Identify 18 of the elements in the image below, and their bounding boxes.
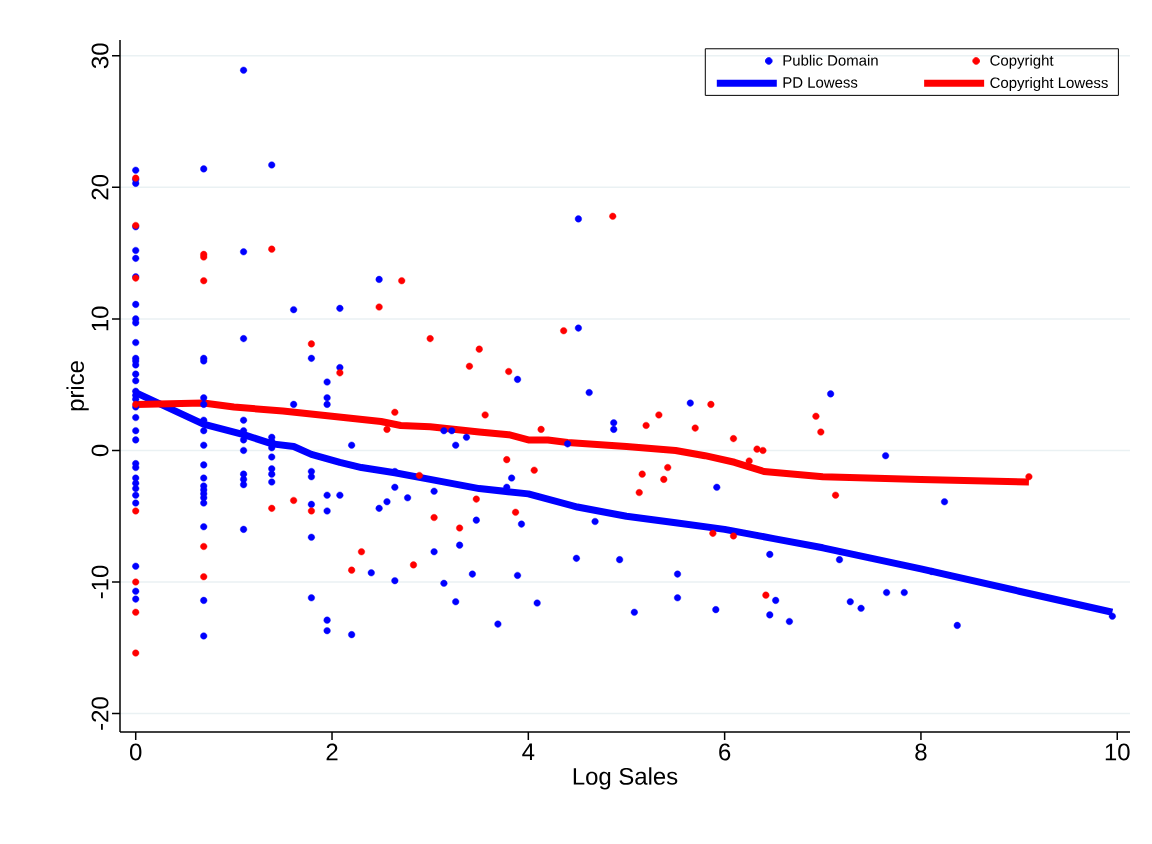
x-tick-label: 0 xyxy=(130,743,142,761)
x-axis-title: Log Sales xyxy=(573,767,678,790)
y-tick-label: 0 xyxy=(91,444,109,457)
legend-label: Copyright Lowess xyxy=(990,77,1108,91)
x-tick-label: 4 xyxy=(522,743,535,760)
x-tick-label: 6 xyxy=(719,743,731,761)
x-tick-label: 8 xyxy=(915,743,927,761)
y-tick-label: 10 xyxy=(91,306,109,331)
y-tick-label: 30 xyxy=(91,43,109,69)
legend-label: Public Domain xyxy=(783,54,878,66)
legend-label: PD Lowess xyxy=(783,77,858,88)
y-axis-title: price xyxy=(66,361,89,411)
legend-label: Copyright xyxy=(990,54,1054,69)
x-tick-label: 2 xyxy=(326,743,338,761)
y-tick-label: -20 xyxy=(91,697,109,730)
y-tick-label: 20 xyxy=(91,174,109,200)
y-tick-label: -10 xyxy=(91,565,109,599)
x-tick-label: 10 xyxy=(1105,743,1130,761)
